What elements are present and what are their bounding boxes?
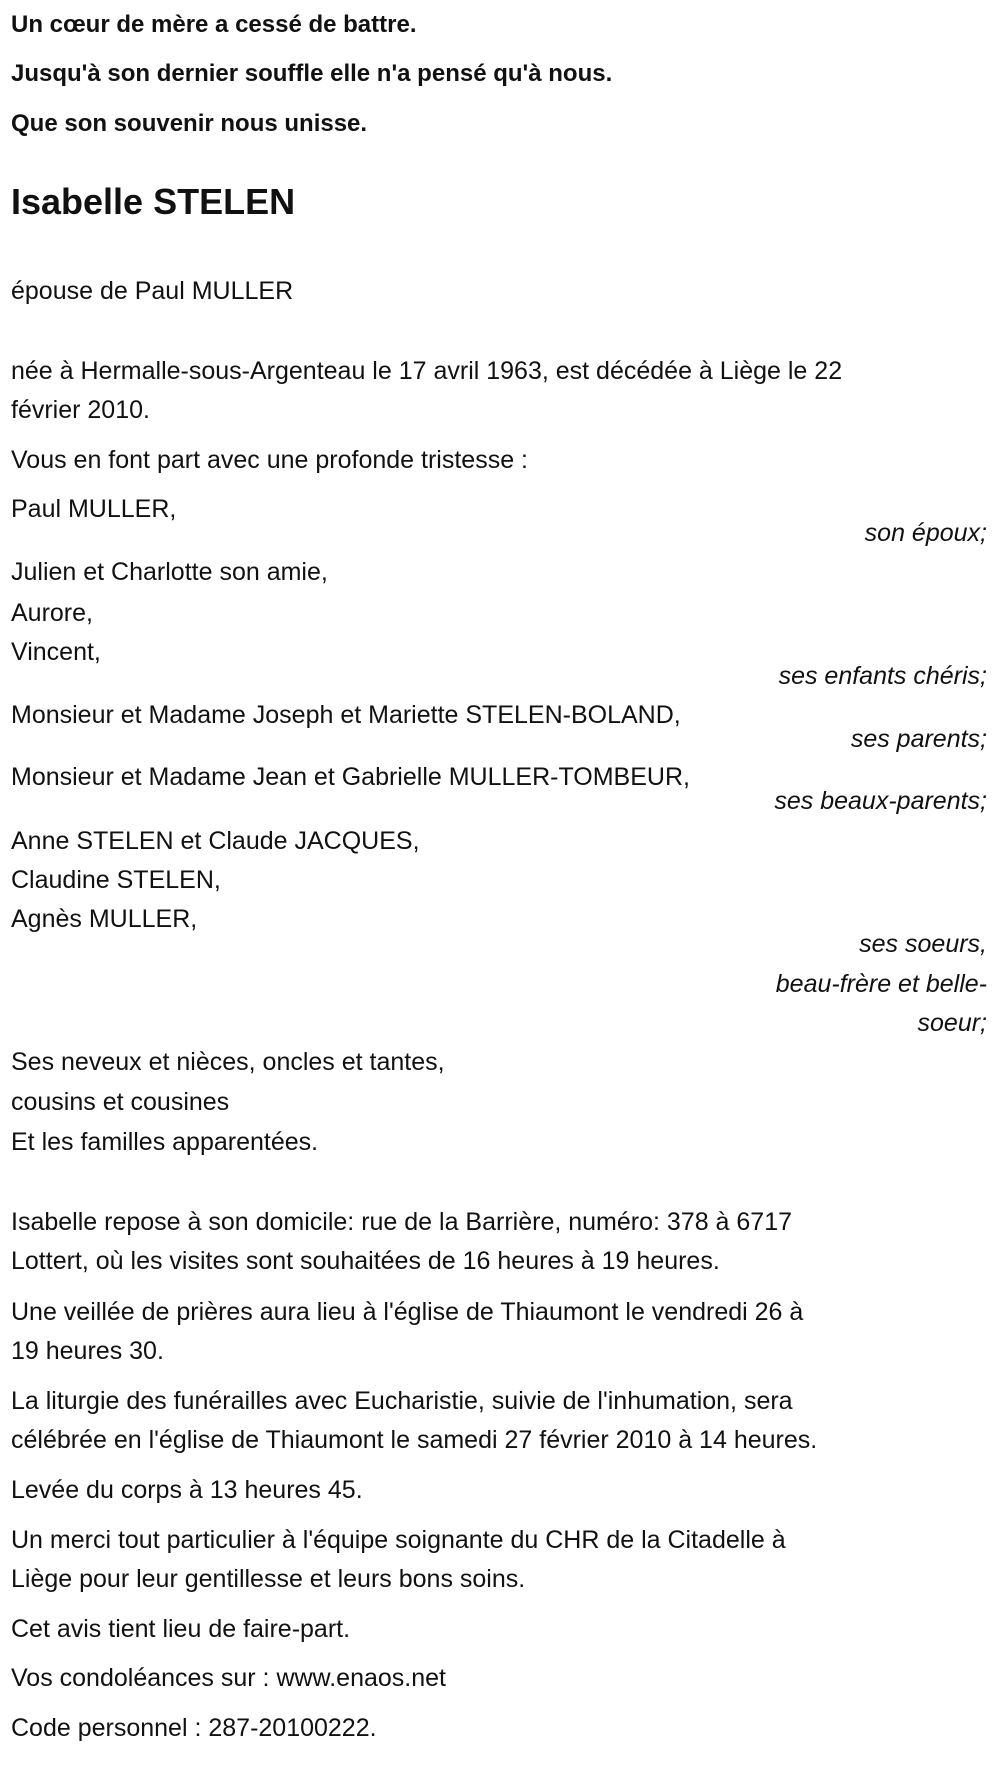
husband-role: son époux; — [864, 519, 987, 547]
liturgy-info: La liturgie des funérailles avec Euchari… — [11, 1387, 793, 1415]
parents: Monsieur et Madame Joseph et Mariette ST… — [11, 701, 681, 729]
vigil-info: 19 heures 30. — [11, 1337, 164, 1365]
sibling: Claudine STELEN, — [11, 866, 221, 894]
birth-death-line: née à Hermalle-sous-Argenteau le 17 avri… — [11, 357, 843, 385]
notice: Cet avis tient lieu de faire-part. — [11, 1615, 351, 1643]
vigil-info: Une veillée de prières aura lieu à l'égl… — [11, 1298, 804, 1326]
other-relatives: Et les familles apparentées. — [11, 1128, 319, 1156]
in-laws: Monsieur et Madame Jean et Gabrielle MUL… — [11, 763, 690, 791]
liturgy-info: célébrée en l'église de Thiaumont le sam… — [11, 1426, 818, 1454]
sibling: Agnès MULLER, — [11, 905, 198, 933]
thanks: Un merci tout particulier à l'équipe soi… — [11, 1526, 786, 1554]
repose-info: Lottert, où les visites sont souhaitées … — [11, 1247, 720, 1275]
thanks: Liège pour leur gentillesse et leurs bon… — [11, 1565, 526, 1593]
parents-role: ses parents; — [850, 725, 987, 753]
birth-death-line: février 2010. — [11, 396, 150, 424]
repose-info: Isabelle repose à son domicile: rue de l… — [11, 1208, 793, 1236]
levee-info: Levée du corps à 13 heures 45. — [11, 1476, 363, 1504]
condolences-link: Vos condoléances sur : www.enaos.net — [11, 1664, 446, 1692]
children-role: ses enfants chéris; — [778, 662, 987, 690]
deceased-name: Isabelle STELEN — [11, 181, 296, 222]
other-relatives: Ses neveux et nièces, oncles et tantes, — [11, 1048, 445, 1076]
siblings-role: soeur; — [917, 1009, 987, 1037]
siblings-role: ses soeurs, — [859, 930, 987, 958]
personal-code: Code personnel : 287-20100222. — [11, 1714, 377, 1742]
epigraph-line: Jusqu'à son dernier souffle elle n'a pen… — [11, 60, 613, 87]
husband: Paul MULLER, — [11, 495, 177, 523]
other-relatives: cousins et cousines — [11, 1088, 230, 1116]
in-laws-role: ses beaux-parents; — [774, 787, 987, 815]
sibling: Anne STELEN et Claude JACQUES, — [11, 827, 420, 855]
child: Vincent, — [11, 638, 101, 666]
epigraph-line: Que son souvenir nous unisse. — [11, 110, 368, 137]
child: Julien et Charlotte son amie, — [11, 558, 328, 586]
spouse-line: épouse de Paul MULLER — [11, 277, 294, 305]
announcement: Vous en font part avec une profonde tris… — [11, 446, 528, 474]
epigraph-line: Un cœur de mère a cessé de battre. — [11, 11, 417, 38]
siblings-role: beau-frère et belle- — [775, 970, 987, 998]
child: Aurore, — [11, 599, 93, 627]
